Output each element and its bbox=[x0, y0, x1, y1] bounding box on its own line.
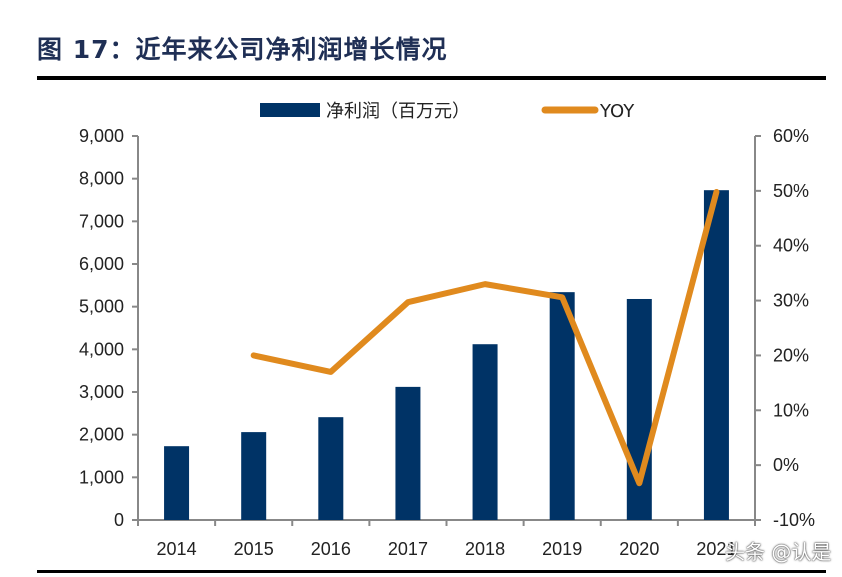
yoy-point-2019 bbox=[561, 296, 563, 298]
x-tick-label: 2019 bbox=[542, 539, 582, 559]
left-tick-label: 6,000 bbox=[79, 254, 124, 274]
yoy-point-2016 bbox=[330, 371, 332, 373]
top-divider bbox=[37, 76, 826, 80]
bar-2020 bbox=[626, 298, 652, 520]
yoy-point-2018 bbox=[484, 283, 486, 285]
yoy-point-2015 bbox=[253, 354, 255, 356]
yoy-point-2020 bbox=[638, 482, 640, 484]
bar-2019 bbox=[549, 292, 575, 520]
yoy-point-2021 bbox=[715, 191, 717, 193]
left-tick-label: 5,000 bbox=[79, 297, 124, 317]
watermark: 头条 @认是 bbox=[725, 540, 832, 564]
right-tick-label: 20% bbox=[773, 345, 809, 365]
left-tick-label: 0 bbox=[114, 510, 124, 530]
legend-label-line: YOY bbox=[599, 101, 635, 122]
figure-title: 图 17：近年来公司净利润增长情况 bbox=[37, 35, 448, 64]
right-tick-label: 10% bbox=[773, 400, 809, 420]
bar-2016 bbox=[318, 417, 344, 520]
x-tick-label: 2014 bbox=[157, 539, 197, 559]
right-tick-label: 50% bbox=[773, 181, 809, 201]
yoy-point-2017 bbox=[407, 301, 409, 303]
left-tick-label: 2,000 bbox=[79, 425, 124, 445]
bar-2015 bbox=[241, 432, 267, 520]
bar-2021 bbox=[703, 190, 729, 521]
bottom-divider bbox=[37, 570, 826, 573]
right-tick-label: 60% bbox=[773, 126, 809, 146]
left-tick-label: 8,000 bbox=[79, 169, 124, 189]
bar-2017 bbox=[395, 386, 421, 520]
x-tick-label: 2015 bbox=[234, 539, 274, 559]
x-tick-label: 2016 bbox=[311, 539, 351, 559]
left-tick-label: 7,000 bbox=[79, 211, 124, 231]
left-tick-label: 9,000 bbox=[79, 126, 124, 146]
x-tick-label: 2020 bbox=[619, 539, 659, 559]
bar-2014 bbox=[164, 446, 190, 520]
x-tick-label: 2018 bbox=[465, 539, 505, 559]
x-tick-label: 2021 bbox=[696, 539, 736, 559]
legend-label-bar: 净利润（百万元） bbox=[326, 101, 470, 122]
bar-2018 bbox=[472, 344, 498, 520]
right-tick-label: 30% bbox=[773, 291, 809, 311]
x-tick-label: 2017 bbox=[388, 539, 428, 559]
left-tick-label: 3,000 bbox=[79, 382, 124, 402]
right-tick-label: 40% bbox=[773, 236, 809, 256]
left-tick-label: 4,000 bbox=[79, 339, 124, 359]
right-tick-label: -10% bbox=[773, 510, 815, 530]
legend-swatch-bar bbox=[260, 103, 320, 117]
left-tick-label: 1,000 bbox=[79, 467, 124, 487]
right-tick-label: 0% bbox=[773, 455, 799, 475]
